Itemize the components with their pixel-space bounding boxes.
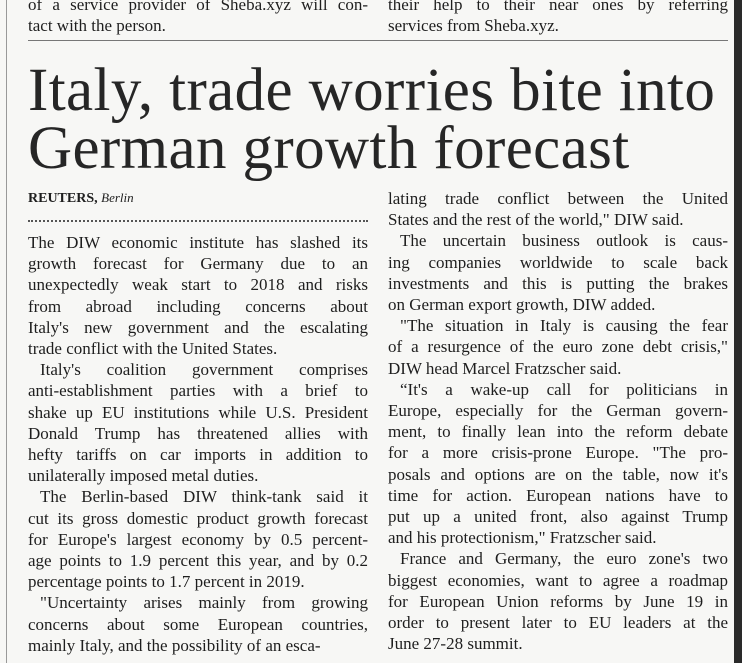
body-line: time for action. European nations have t… [388, 485, 728, 505]
section-rule [28, 40, 728, 41]
byline: REUTERS, Berlin [28, 190, 134, 207]
body-line: cut its gross domestic product growth fo… [28, 508, 368, 528]
body-line: shake up EU institutions while U.S. Pres… [28, 402, 368, 422]
body-line: growth forecast for Germany due to an [28, 254, 368, 274]
left-edge [6, 0, 7, 663]
body-line: unexpectedly weak start to 2018 and risk… [28, 275, 368, 295]
body-line: biggest economies, want to agree a roadm… [388, 570, 728, 590]
body-line: lating trade conflict between the United [388, 189, 728, 208]
body-line: Donald Trump has threatened allies with [28, 423, 368, 443]
body-line: “It's a wake-up call for politicians in [400, 379, 728, 399]
body-line: "The situation in Italy is causing the f… [400, 316, 728, 336]
body-line: DIW head Marcel Fratzscher said. [388, 358, 622, 378]
body-line: posals and options are on the table, now… [388, 464, 728, 484]
body-line: France and Germany, the euro zone's two [400, 549, 728, 569]
right-edge [734, 0, 742, 663]
body-line: The uncertain business outlook is caus- [400, 231, 728, 251]
body-line: States and the rest of the world," DIW s… [388, 210, 684, 230]
fragment-line: services from Sheba.xyz. [388, 16, 559, 36]
body-line: unilaterally imposed metal duties. [28, 466, 259, 486]
body-line: "Uncertainty arises mainly from growing [40, 593, 368, 613]
body-line: mainly Italy, and the possibility of an … [28, 635, 321, 655]
fragment-line: their help to their near ones by referri… [388, 0, 728, 14]
body-line: hefty tariffs on car imports in addition… [28, 445, 368, 464]
body-line: The DIW economic institute has slashed i… [28, 233, 368, 252]
body-line: June 27-28 summit. [388, 634, 523, 654]
body-line: trade conflict with the United States. [28, 339, 278, 358]
body-line: age points to 1.9 percent this year, and… [28, 551, 368, 570]
body-line: ment, to finally lean into the reform de… [388, 422, 728, 442]
dotted-rule [28, 220, 368, 222]
fragment-line: tact with the person. [28, 16, 166, 36]
headline-line: Italy, trade worries bite into [28, 57, 716, 124]
body-line: investments and this is putting the brak… [388, 273, 728, 293]
byline-agency: REUTERS, [28, 191, 98, 206]
body-line: Italy's coalition government comprises [40, 360, 368, 380]
body-line: The Berlin-based DIW think-tank said it [40, 487, 368, 507]
headline-line: German growth forecast [28, 115, 630, 182]
fragment-line: of a service provider of Sheba.xyz will … [28, 0, 368, 14]
body-line: for a more crisis-prone Europe. "The pro… [388, 443, 728, 463]
body-line: anti-establishment parties with a brief … [28, 381, 368, 401]
body-line: put up a united front, also against Trum… [388, 507, 728, 526]
body-line: on German export growth, DIW added. [388, 295, 656, 314]
body-line: for European Union reforms by June 19 in [388, 591, 728, 611]
body-line: concerns about some European countries, [28, 614, 368, 634]
body-line: of a resurgence of the euro zone debt cr… [388, 337, 728, 357]
byline-place: Berlin [101, 190, 134, 205]
body-line: ing companies worldwide to scale back [388, 252, 728, 272]
body-line: order to present later to EU leaders at … [388, 613, 728, 632]
body-line: for Europe's largest economy by 0.5 perc… [28, 529, 368, 549]
body-line: percentage points to 1.7 percent in 2019… [28, 572, 305, 592]
body-line: from abroad including concerns about [28, 296, 368, 316]
body-line: Europe, especially for the German govern… [388, 401, 728, 420]
body-line: Italy's new government and the escalatin… [28, 317, 368, 337]
body-line: and his protectionism," Fratzscher said. [388, 528, 657, 548]
